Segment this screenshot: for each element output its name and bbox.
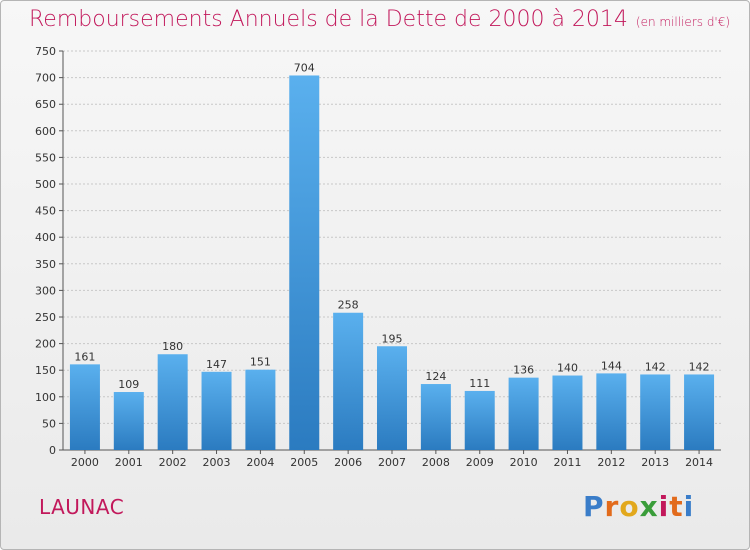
y-tick-label: 650: [35, 98, 56, 111]
bar-2009: [464, 390, 495, 450]
bar-2005: [289, 75, 320, 451]
bar-2011: [552, 375, 583, 450]
y-tick-label: 150: [35, 364, 56, 377]
logo-letter: P: [583, 490, 605, 523]
data-label-2000: 161: [74, 350, 95, 363]
bar-2013: [640, 374, 671, 450]
x-tick-label: 2011: [553, 456, 581, 469]
bar-2001: [113, 392, 144, 450]
x-tick-label: 2006: [334, 456, 362, 469]
x-tick-label: 2005: [290, 456, 318, 469]
subtitle-text: (en milliers d'€): [635, 15, 731, 29]
x-tick-label: 2012: [597, 456, 625, 469]
x-axis: 2000 2001 2002 2003 2004 2005 2006 2007 2008 2009…: [71, 450, 713, 469]
y-tick-label: 700: [35, 72, 56, 85]
x-tick-label: 2004: [246, 456, 274, 469]
bar-2000: [69, 364, 100, 450]
bar-2012: [596, 373, 627, 450]
x-tick-label: 2003: [203, 456, 231, 469]
x-tick-label: 2007: [378, 456, 406, 469]
data-label-2010: 136: [513, 364, 534, 377]
y-tick-label: 50: [42, 417, 56, 430]
y-tick-label: 0: [49, 444, 56, 457]
data-label-2013: 142: [645, 360, 666, 373]
data-label-2014: 142: [689, 360, 710, 373]
x-tick-label: 2001: [115, 456, 143, 469]
data-label-2012: 144: [601, 359, 622, 372]
y-tick-label: 250: [35, 311, 56, 324]
data-labels: 161 109 180 147 151 704 258 195 124 111 136 140 144 1…: [74, 61, 709, 391]
data-label-2005: 704: [294, 61, 315, 74]
bar-2003: [201, 371, 232, 450]
x-tick-label: 2014: [685, 456, 713, 469]
x-tick-label: 2002: [159, 456, 187, 469]
bar-2006: [333, 312, 364, 450]
y-tick-label: 600: [35, 125, 56, 138]
x-tick-label: 2008: [422, 456, 450, 469]
title-text: Remboursements Annuels de la Dette de 20…: [29, 7, 628, 32]
y-tick-label: 100: [35, 391, 56, 404]
data-label-2011: 140: [557, 362, 578, 375]
x-tick-label: 2013: [641, 456, 669, 469]
data-label-2004: 151: [250, 356, 271, 369]
y-tick-label: 750: [35, 45, 56, 58]
data-label-2009: 111: [469, 377, 490, 390]
data-label-2003: 147: [206, 358, 227, 371]
data-label-2006: 258: [338, 299, 359, 312]
bar-2008: [420, 384, 451, 450]
logo-letter: o: [619, 490, 640, 523]
bar-2002: [157, 354, 188, 450]
x-tick-label: 2009: [466, 456, 494, 469]
x-tick-label: 2000: [71, 456, 99, 469]
bar-2014: [684, 374, 715, 450]
y-tick-label: 350: [35, 258, 56, 271]
y-tick-label: 550: [35, 151, 56, 164]
logo-letter: i: [683, 490, 695, 523]
chart-title: Remboursements Annuels de la Dette de 20…: [29, 7, 730, 32]
bars: [69, 75, 715, 451]
y-tick-label: 200: [35, 338, 56, 351]
y-tick-label: 300: [35, 284, 56, 297]
y-tick-label: 450: [35, 205, 56, 218]
y-tick-label: 500: [35, 178, 56, 191]
data-label-2001: 109: [118, 378, 139, 391]
bar-2007: [377, 346, 407, 450]
x-tick-label: 2010: [510, 456, 538, 469]
proxiti-logo: Proxiti: [583, 490, 694, 523]
logo-letter: t: [669, 490, 684, 523]
logo-letter: x: [639, 490, 659, 523]
data-label-2002: 180: [162, 340, 183, 353]
logo-letter: i: [658, 490, 670, 523]
bar-2004: [245, 369, 276, 450]
data-label-2008: 124: [425, 370, 446, 383]
commune-name: LAUNAC: [39, 495, 125, 519]
logo-letter: r: [604, 490, 620, 523]
y-tick-label: 400: [35, 231, 56, 244]
bar-2010: [508, 377, 539, 450]
data-label-2007: 195: [382, 332, 403, 345]
